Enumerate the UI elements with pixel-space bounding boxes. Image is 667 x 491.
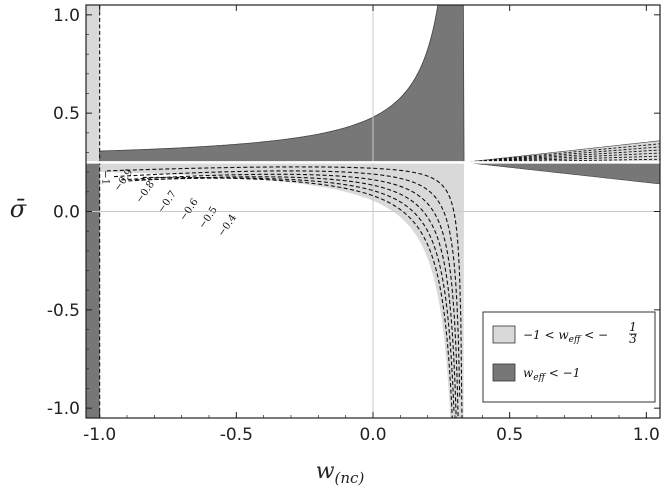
light-region-left-strip xyxy=(86,5,100,163)
legend: −1 < weff < − 13 weff < −1 xyxy=(482,311,656,403)
contour-right-3 xyxy=(463,152,660,163)
dark-region-right xyxy=(463,162,660,185)
x-tick-label-3: 0.5 xyxy=(496,425,523,445)
x-tick-label-0: -1.0 xyxy=(83,425,116,445)
contour-label-5: −0.5 xyxy=(197,205,220,231)
x-axis-title-main: w xyxy=(316,459,335,484)
x-axis-title-subscript: (nc) xyxy=(335,469,365,487)
y-axis-title: σ̄ xyxy=(10,195,27,223)
contour-line-6 xyxy=(142,176,453,418)
legend-label-dark: weff < −1 xyxy=(523,366,580,383)
contour-label-6: −0.4 xyxy=(216,213,239,239)
dark-region-upper xyxy=(99,5,465,163)
x-tick-label-4: 1.0 xyxy=(633,425,660,445)
legend-swatch-light xyxy=(492,325,516,344)
contour-line-3 xyxy=(121,173,459,418)
legend-fraction-numerator: 1 xyxy=(629,320,637,334)
x-tick-label-2: 0.0 xyxy=(359,425,386,445)
legend-fraction-denominator: 3 xyxy=(629,332,637,346)
contour-right-5 xyxy=(463,146,660,163)
axes: -1.0 -0.5 0.0 0.5 1.0 -1.0 -0.5 0.0 0.5 1.0 xyxy=(47,4,661,445)
y-tick-label-2: 0.0 xyxy=(53,203,80,223)
y-tick-label-0: -1.0 xyxy=(47,399,80,419)
x-tick-label-1: -0.5 xyxy=(220,425,253,445)
light-region-main xyxy=(99,162,465,418)
contour-line-1 xyxy=(106,166,463,418)
x-axis-title: w(nc) xyxy=(316,459,365,487)
contour-right-4 xyxy=(463,149,660,163)
light-region-right xyxy=(463,140,660,163)
contour-label-0: −1 xyxy=(100,170,111,185)
y-tick-label-1: -0.5 xyxy=(47,301,80,321)
y-tick-label-4: 1.0 xyxy=(53,6,80,26)
dark-region-left-strip xyxy=(86,162,100,418)
contour-line-5 xyxy=(135,177,455,411)
legend-label-light: −1 < weff < − xyxy=(523,328,608,345)
contour-label-4: −0.6 xyxy=(178,197,201,223)
contour-label-2: −0.8 xyxy=(134,179,157,205)
contour-line-2 xyxy=(113,170,461,398)
y-tick-label-3: 0.5 xyxy=(53,104,80,124)
legend-swatch-dark xyxy=(492,363,516,382)
contour-right-6 xyxy=(463,143,660,163)
